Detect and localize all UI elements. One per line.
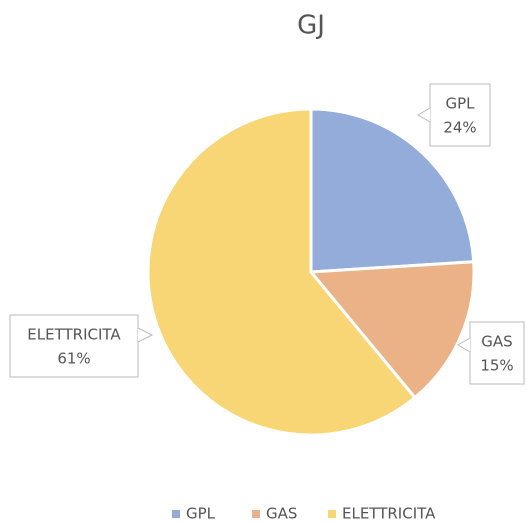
legend-marker bbox=[172, 510, 180, 518]
legend-label: ELETTRICITA bbox=[342, 505, 436, 523]
data-label-name: ELETTRICITA bbox=[27, 326, 121, 344]
pie-slice bbox=[309, 107, 476, 274]
pie-slice bbox=[146, 107, 418, 437]
data-label-name: GPL bbox=[445, 95, 475, 113]
legend-marker bbox=[328, 510, 336, 518]
callout-pointer bbox=[457, 337, 471, 353]
callout-pointer bbox=[137, 327, 154, 343]
chart-title: GJ bbox=[297, 11, 325, 41]
pie-slice bbox=[307, 260, 476, 400]
legend-label: GPL bbox=[186, 505, 216, 523]
callout-box bbox=[9, 314, 139, 378]
data-label-value: 61% bbox=[57, 350, 90, 368]
data-label-value: 15% bbox=[480, 357, 513, 375]
callout-box bbox=[469, 321, 525, 385]
legend-marker bbox=[252, 510, 260, 518]
legend-label: GAS bbox=[266, 505, 297, 523]
data-label-value: 24% bbox=[443, 119, 476, 137]
callout-pointer bbox=[417, 107, 431, 123]
data-label-name: GAS bbox=[481, 333, 512, 351]
callout-box bbox=[429, 83, 491, 147]
